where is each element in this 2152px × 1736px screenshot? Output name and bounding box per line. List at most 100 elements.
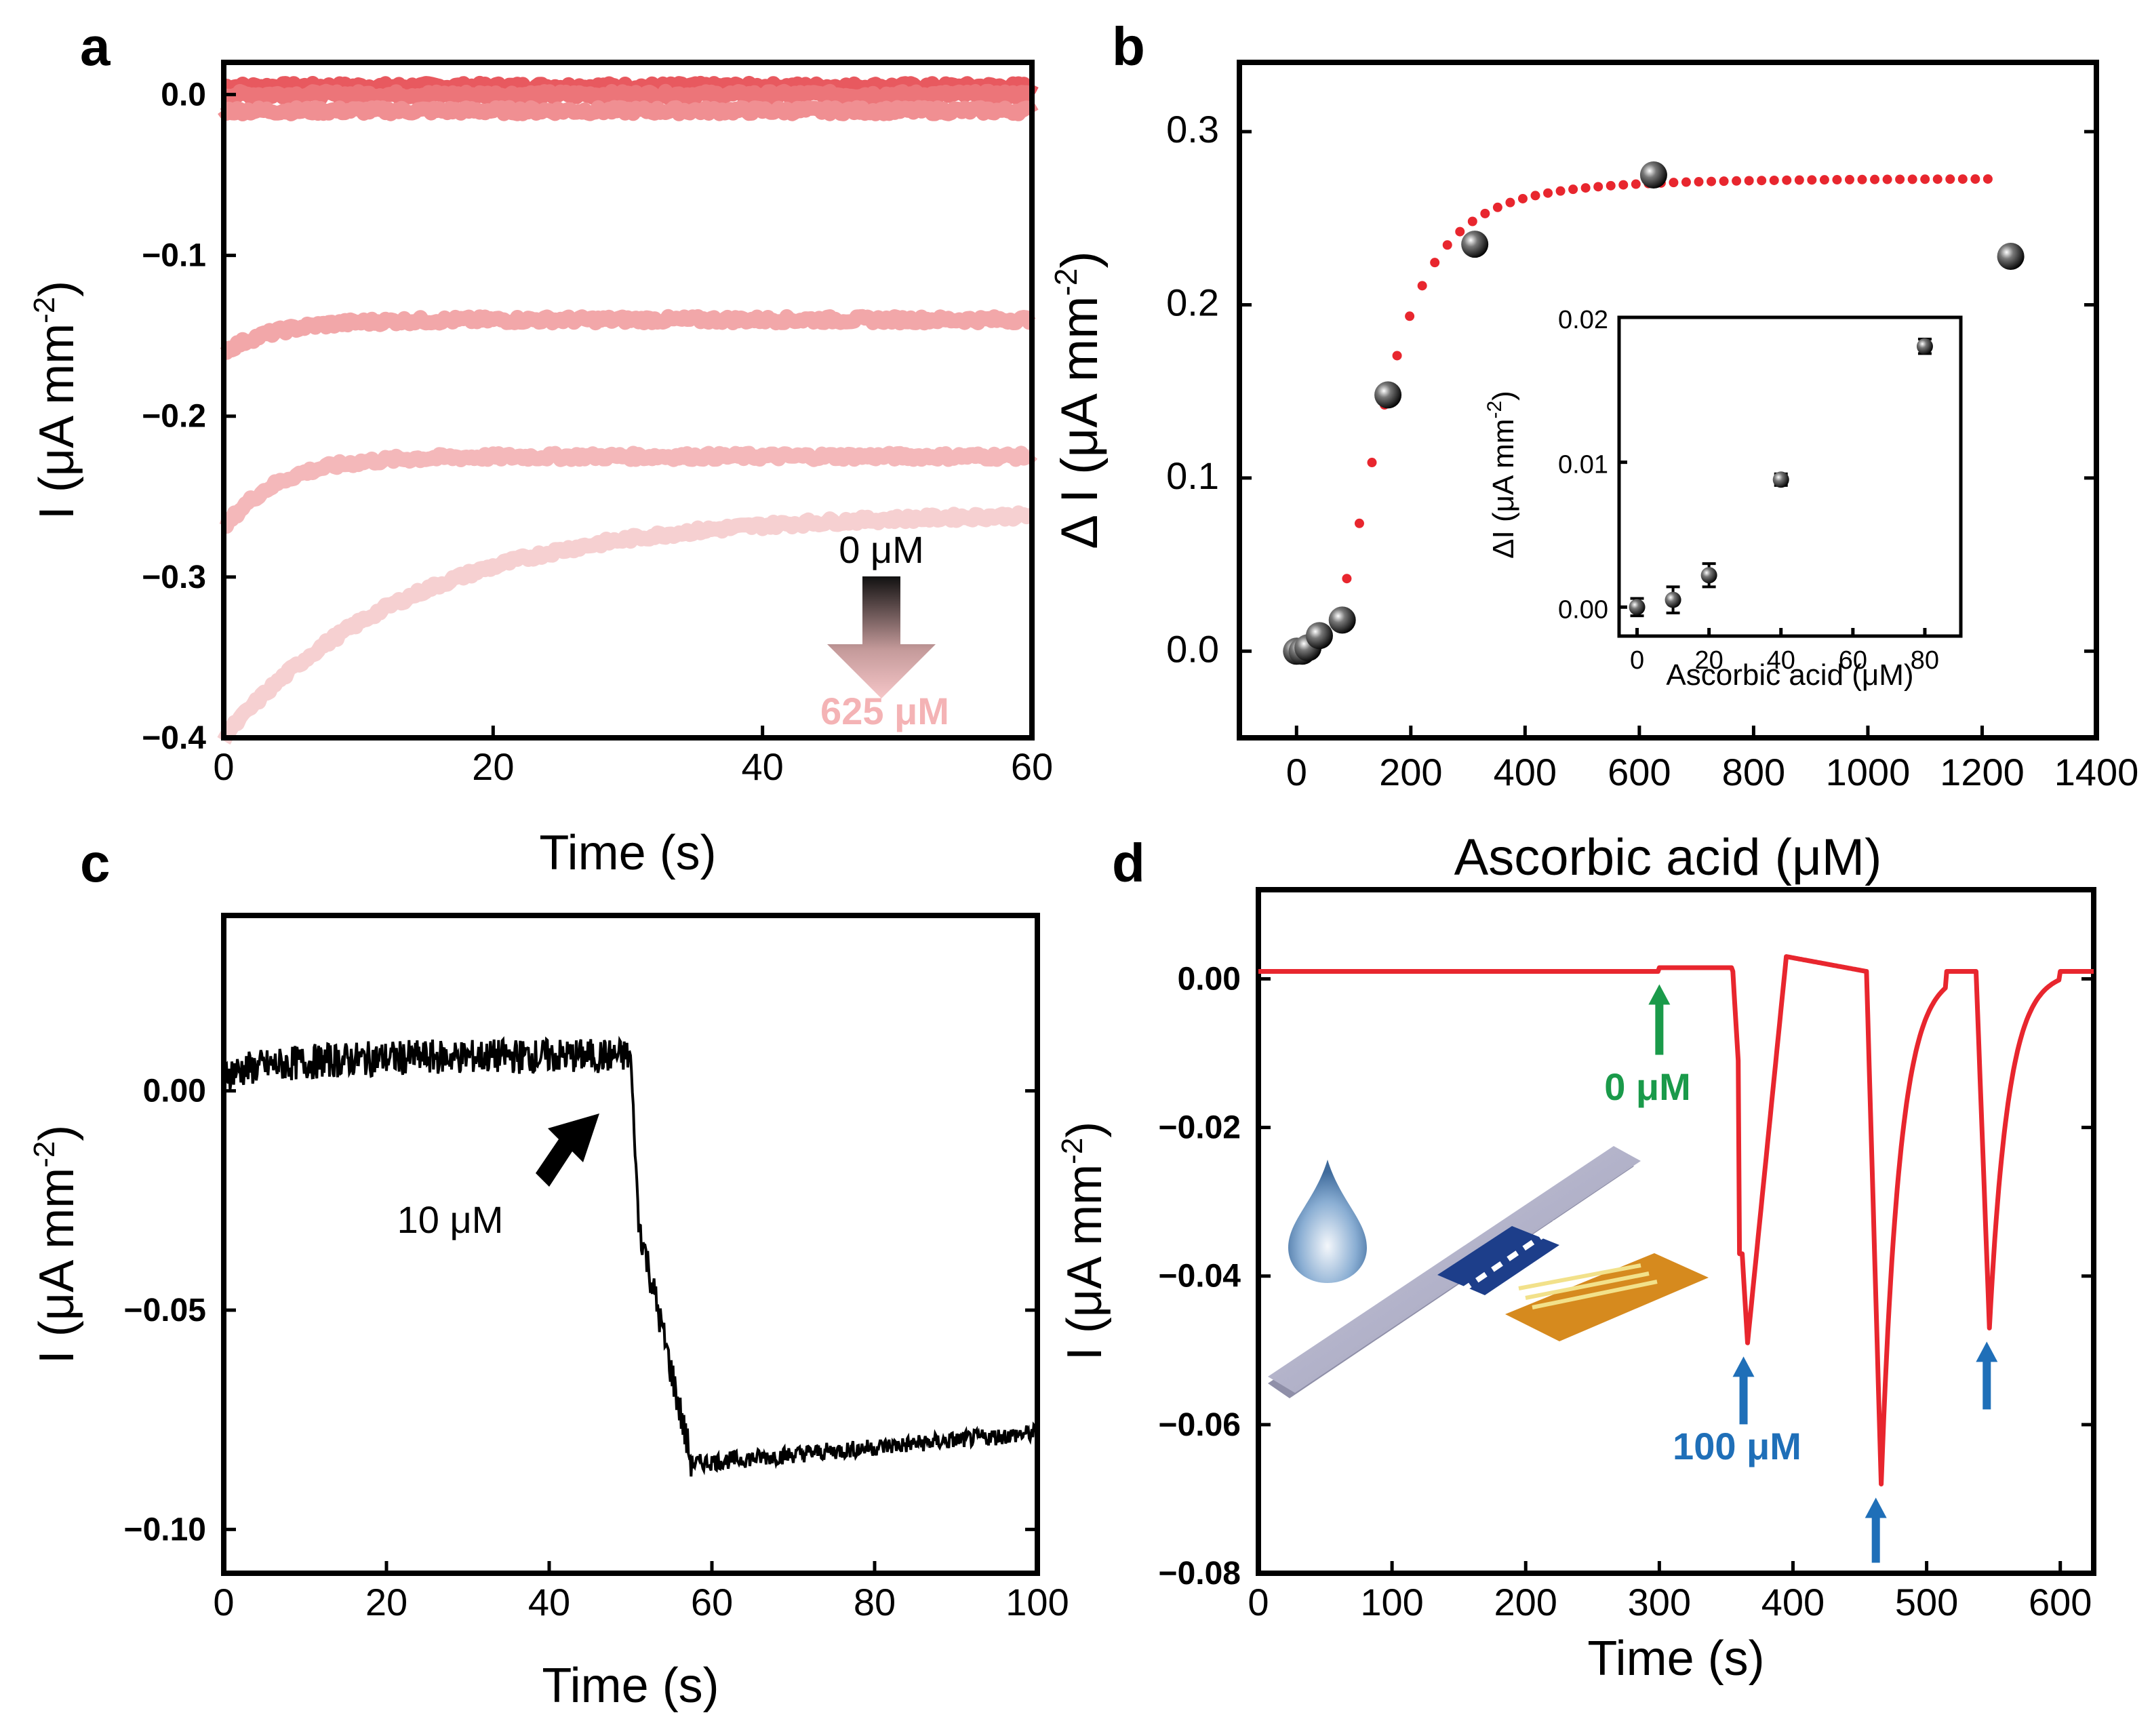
panel-c-y-ticks: 0.00 −0.05 −0.10 [124,1073,1037,1547]
panel-b-x-ticks: 0 200 400 600 800 1000 1200 1400 [1286,726,2139,793]
y-tick-label: 0.01 [1558,451,1608,479]
fit-dot [1895,174,1905,184]
panel-b-inset-point [1700,567,1717,584]
panel-d-device-illustration: Flow [1268,1146,1709,1411]
panel-label-c: c [80,833,111,893]
panel-a-x-label: Time (s) [539,826,716,880]
y-tick-label: −0.04 [1159,1259,1241,1295]
panel-b-point [1997,243,2025,271]
fit-dot [1505,197,1515,208]
fit-dot [1982,174,1993,184]
fit-dot [1342,574,1352,584]
fit-dot [1467,216,1477,226]
x-tick-label: 400 [1494,751,1557,793]
fit-dot [1480,208,1490,218]
y-tick-label: 0.0 [161,77,206,113]
panel-d-current-line [1257,954,2095,1486]
fit-dot [1669,178,1679,188]
x-tick-label: 400 [1761,1581,1825,1623]
panel-c-trace [222,1035,1039,1477]
x-tick-label: 500 [1895,1581,1958,1623]
electrode-line-1 [1518,1263,1641,1290]
panel-b-inset-point [1629,599,1646,616]
fit-dot [1832,175,1842,185]
x-tick-label: 1400 [2054,751,2139,793]
x-tick-label: 800 [1722,751,1785,793]
panel-d-trace [1257,954,2095,1486]
panel-c-arrow [536,1113,599,1187]
panel-label-a: a [80,16,111,77]
x-tick-label: 100 [1005,1581,1069,1623]
fit-dot [1555,186,1566,196]
x-tick-label: 0 [1630,646,1644,675]
fit-dot [1870,174,1880,184]
panel-b-point [1461,231,1489,258]
fit-dot [1719,176,1729,186]
x-tick-label: 40 [742,745,784,788]
electrode-line-3 [1532,1280,1658,1309]
panel-b-point [1639,161,1667,189]
panel-b-inset: 0 20 40 60 80 0.00 0.01 0.02 Ascorbic acid (μM… [1483,306,1963,692]
fit-dot [1744,176,1754,186]
y-tick-label: 0.00 [1558,595,1608,624]
fit-dot [1694,177,1704,187]
electrode-line-2 [1525,1271,1650,1300]
panel-c: 0 20 40 60 80 100 0.00 −0.05 −0.10 Time (s) I (… [28,913,1069,1713]
fit-dot [1354,518,1364,528]
x-tick-label: 80 [1911,646,1939,675]
y-tick-label: 0.2 [1166,281,1219,324]
panel-a: 0 20 40 60 0.0 −0.1 −0.2 −0.3 −0.4 Time (s) I (… [28,60,1053,880]
panel-label-b: b [1112,16,1145,77]
fit-dot [1844,174,1854,184]
flow-dashed-arrow [1334,1226,1555,1379]
x-tick-label: 40 [1767,646,1795,675]
panel-b-point [1328,606,1356,634]
fit-dot [1618,180,1629,190]
panel-d-frame [1256,887,2096,1576]
x-tick-label: 60 [1839,646,1867,675]
fit-dot [1580,183,1591,193]
blue-arrow-2-head [1865,1497,1887,1518]
panel-a-series-trace-2 [219,83,1037,106]
fit-dot [1970,174,1980,184]
panel-a-series-trace-4 [219,309,1037,360]
panel-b-fit-curve [1292,174,1993,656]
y-tick-label: −0.4 [142,720,206,756]
fit-dot [1782,175,1792,185]
x-tick-label: 80 [854,1581,896,1623]
blue-arrow-1-head [1732,1356,1755,1377]
panel-c-annotation-10uM: 10 μM [397,1198,504,1241]
panel-a-y-ticks: 0.0 −0.1 −0.2 −0.3 −0.4 [142,77,236,756]
panel-a-annotation-625uM: 625 μM [820,690,949,732]
panel-b-frame [1237,60,2099,741]
fit-dot [1945,174,1955,184]
fit-dot [1430,258,1440,268]
fit-dot [1932,174,1942,184]
fit-dot [1757,176,1767,186]
droplet-icon [1288,1160,1367,1283]
x-tick-label: 200 [1494,1581,1557,1623]
x-tick-label: 600 [2029,1581,2092,1623]
panel-b-inset-points [1629,338,1933,618]
panel-d-x-ticks: 0 100 200 300 400 500 600 [1248,1561,2092,1623]
panel-a-frame [221,60,1035,741]
panel-b-point [1374,381,1402,409]
y-tick-label: −0.10 [124,1512,206,1547]
y-tick-label: −0.05 [124,1293,206,1328]
x-tick-label: 0 [1248,1581,1269,1623]
x-tick-label: 300 [1628,1581,1691,1623]
panel-b-points [1283,161,2025,665]
y-tick-label: 0.00 [1178,961,1241,997]
fit-dot [1530,191,1540,201]
y-tick-label: −0.3 [142,559,206,595]
panel-a-traces [217,75,1039,745]
panel-b-inset-y-label: ΔI (μA mm-2) [1483,391,1520,559]
panel-d-y-label: I (μA mm-2) [1056,1122,1112,1361]
fit-dot [1920,174,1930,184]
x-tick-label: 0 [213,745,234,788]
fit-dot [1442,240,1452,250]
x-tick-label: 100 [1360,1581,1423,1623]
panel-b-inset-y-ticks: 0.00 0.01 0.02 [1558,306,1627,624]
y-tick-label: −0.08 [1159,1556,1241,1592]
